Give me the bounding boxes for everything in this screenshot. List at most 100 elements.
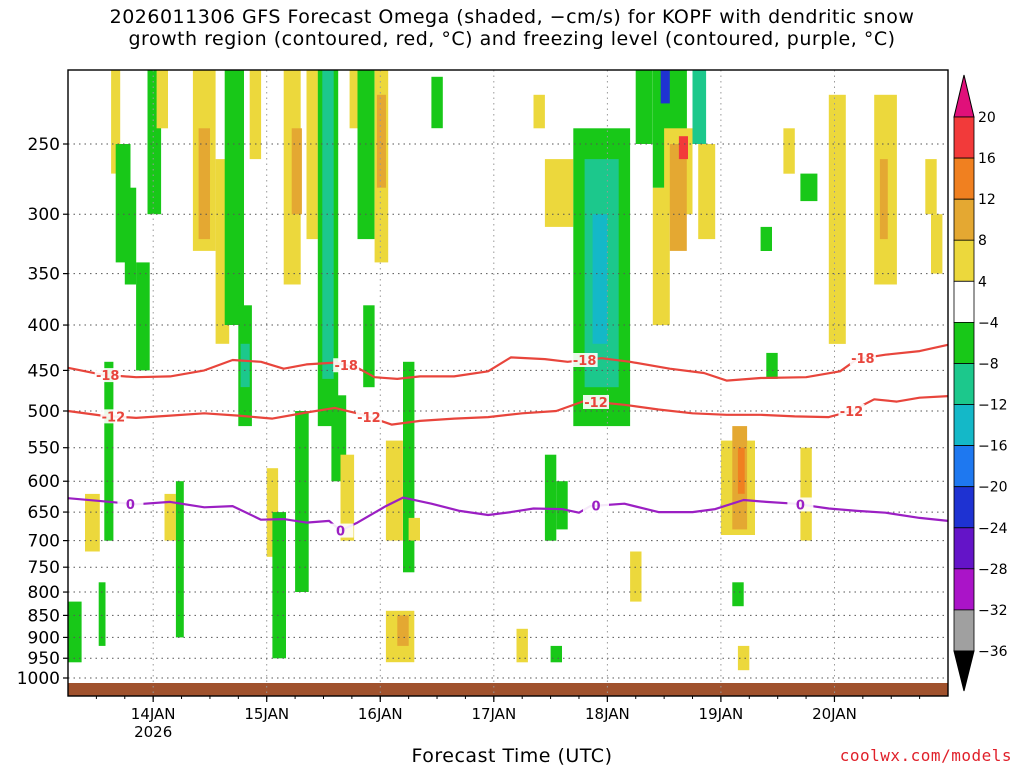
omega-cell [800,447,812,541]
omega-cell [295,411,309,592]
omega-heatmap [68,70,943,671]
omega-cell [291,128,302,215]
colorbar-bin [953,280,975,323]
y-tick-label: 900 [28,628,60,648]
colorbar-label: −32 [978,603,1008,619]
x-tick-sublabel: 2026 [134,723,172,741]
colorbar-label: 20 [978,110,996,126]
contour-label-bg [94,368,121,383]
colorbar-label: 12 [978,192,996,208]
omega-cell [692,70,707,144]
colorbar-label: −16 [978,439,1008,455]
contour-label: -12 [102,410,126,425]
omega-cell [800,173,818,202]
colorbar-bin [953,609,975,652]
x-axis-label: Forecast Time (UTC) [411,745,613,767]
x-tick-label: 16JAN [358,705,403,723]
omega-cell [592,214,608,344]
contour-label: -12 [357,411,381,426]
contour-label-bg [849,351,876,366]
omega-cell [224,70,244,325]
colorbar-bin [953,198,975,241]
colorbar-label: −36 [978,644,1008,660]
contour-label-bg [333,358,360,373]
colorbar-label: 8 [978,233,987,249]
colorbar-bin [953,527,975,570]
omega-cell [98,582,106,646]
y-tick-label: 800 [28,583,60,603]
contour-label: 0 [796,498,805,513]
omega-cell [408,517,420,541]
ground-layer [68,683,948,696]
omega-cell [737,447,745,494]
colorbar-label: −20 [978,480,1008,496]
contour-label: -18 [96,369,120,384]
contour-label: -18 [334,359,358,374]
colorbar-label: −24 [978,521,1008,537]
omega-cell [403,361,415,573]
omega-cell [544,159,574,227]
contour-label-bg [583,394,609,409]
contour-line [67,395,949,426]
colorbar-label: −28 [978,562,1008,578]
omega-cell [544,454,557,541]
contour-label: -12 [584,396,608,411]
y-tick-label: 1000 [17,669,60,689]
chart-title-line-1: 2026011306 GFS Forecast Omega (shaded, −… [109,6,915,28]
x-tick-label: 14JAN [131,705,176,723]
chart-title-line-2: growth region (contoured, red, °C) and f… [128,28,896,50]
omega-cell [156,70,168,129]
x-tick-label: 17JAN [471,705,516,723]
y-tick-label: 300 [28,205,60,225]
x-tick-label: 18JAN [585,705,630,723]
omega-cell [363,305,375,388]
colorbar-over-arrow [953,74,975,118]
omega-cell [376,94,386,188]
y-tick-label: 500 [28,402,60,422]
y-tick-label: 750 [28,558,60,578]
omega-cell [357,70,375,240]
omega-cell [732,582,744,607]
omega-cell [385,440,403,541]
omega-cell [635,70,653,144]
omega-cell [925,159,937,215]
omega-cell [111,70,121,174]
y-axis: 2503003504004505005506006507007508008509… [17,135,68,689]
omega-cell [124,187,137,285]
omega-cell [669,144,687,251]
y-tick-label: 450 [28,361,60,381]
colorbar: 20 16 12 8 4 −4 −8 −12 −16 −20 −24 −28 −32 −36 [953,74,1008,692]
contour-line [67,496,949,532]
omega-cell [164,493,176,541]
y-tick-label: 550 [28,439,60,459]
omega-cell [306,70,318,240]
y-tick-label: 250 [28,135,60,155]
omega-cell [630,551,642,602]
contour-label-bg [583,498,609,513]
y-tick-label: 700 [28,532,60,552]
x-tick-label: 20JAN [812,705,857,723]
colorbar-label: 16 [978,151,996,167]
omega-cell [340,454,355,541]
temperature-contours: -18 -18 -18 -18 -12 -12 -12 -12 0 0 0 0 [67,343,949,540]
contour-label-bg [787,497,814,512]
omega-cell [766,352,778,379]
omega-cell [85,493,100,552]
omega-cell [397,615,409,646]
omega-cell [322,70,334,379]
contour-label-bg [327,523,354,538]
colorbar-bin [953,116,975,159]
contour-label: -18 [851,352,875,367]
omega-cell [175,481,184,638]
contour-label-bg [838,404,865,418]
contour-label: -18 [573,354,597,369]
omega-cell [556,481,568,530]
omega-cell [68,601,82,663]
omega-cell [533,94,545,129]
colorbar-label: −12 [978,398,1008,414]
contour-label-bg [100,409,127,424]
contour-label-bg [571,353,598,368]
omega-cell [550,645,562,663]
contour-label: 0 [591,500,600,515]
